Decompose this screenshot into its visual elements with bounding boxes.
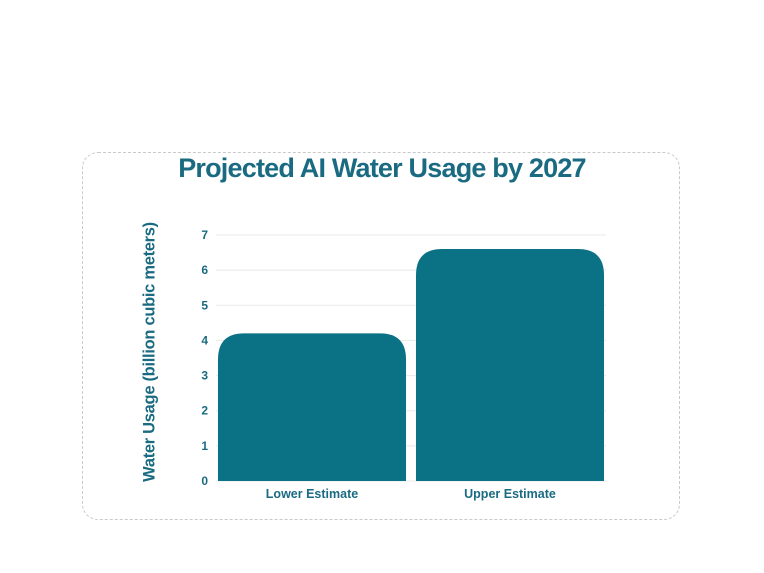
- x-tick-label: Lower Estimate: [266, 487, 358, 501]
- y-tick-label: 4: [201, 333, 208, 347]
- y-tick-label: 1: [201, 439, 208, 453]
- y-tick-label: 7: [201, 228, 208, 242]
- y-tick-label: 6: [201, 263, 208, 277]
- y-tick-label: 3: [201, 369, 208, 383]
- y-tick-label: 5: [201, 298, 208, 312]
- y-tick-label: 2: [201, 404, 208, 418]
- y-tick-label: 0: [201, 474, 208, 488]
- bars: [218, 249, 604, 481]
- x-tick-labels: Lower Estimate Upper Estimate: [266, 487, 556, 501]
- chart-title: Projected AI Water Usage by 2027: [178, 153, 586, 183]
- bar-upper-estimate: [416, 249, 604, 481]
- bar-lower-estimate: [218, 333, 406, 481]
- x-tick-label: Upper Estimate: [464, 487, 556, 501]
- y-tick-labels: 0 1 2 3 4 5 6 7: [201, 228, 208, 488]
